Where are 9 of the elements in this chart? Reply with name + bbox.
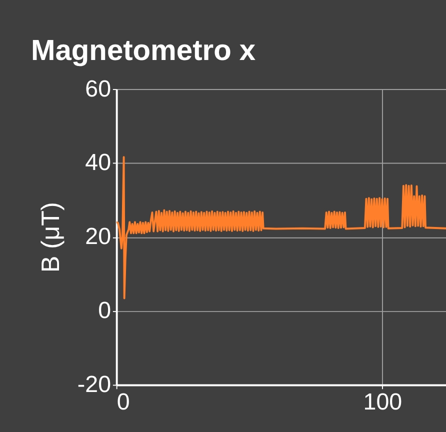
- chart-title: Magnetometro x: [31, 34, 256, 67]
- y-tick-label: -20: [77, 371, 112, 398]
- y-tick-label: 40: [85, 149, 112, 176]
- y-tick-label: 60: [85, 75, 112, 102]
- y-axis-title: B (μT): [36, 202, 65, 273]
- line-series: [116, 156, 446, 300]
- x-tick-label: 100: [363, 388, 402, 414]
- y-tick-label: 20: [85, 223, 112, 250]
- y-tick-label: 0: [98, 297, 112, 324]
